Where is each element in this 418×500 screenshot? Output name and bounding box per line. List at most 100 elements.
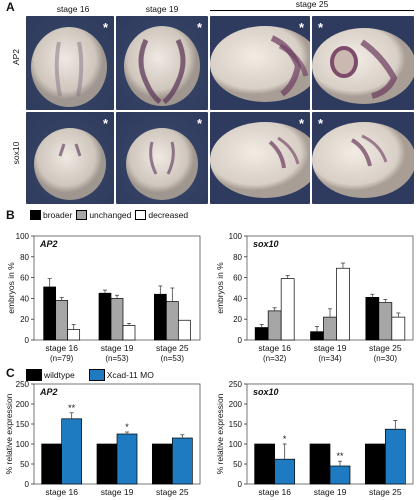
photo-ap2-stage19: * xyxy=(116,16,208,110)
y-tick-label-40: 40 xyxy=(233,294,242,303)
panel-c-letter: C xyxy=(6,366,15,380)
y-tick-label-150: 150 xyxy=(16,420,30,429)
bar-xcad-11-mo-3 xyxy=(384,428,406,485)
legend-label-broader: broader xyxy=(43,210,73,220)
y-axis-label: embryos in % xyxy=(6,262,16,314)
y-tick-label-60: 60 xyxy=(20,274,29,283)
bar-broader-1 xyxy=(254,327,269,341)
photo-sox10-stage19: * xyxy=(116,112,208,204)
y-tick-label-100: 100 xyxy=(229,440,243,449)
y-tick-label-20: 20 xyxy=(233,315,242,324)
embryo-sox10-stage19 xyxy=(126,128,198,200)
bar-unchanged-1 xyxy=(267,310,282,341)
stage-label-25: stage 25 xyxy=(295,0,329,9)
row-label-ap2: AP2 xyxy=(11,48,21,66)
bar-broader-2 xyxy=(98,292,112,341)
y-tick-label-80: 80 xyxy=(233,253,242,262)
photo-sox10-stage16: * xyxy=(26,112,114,204)
x-tick-label-3: stage 25 xyxy=(369,487,402,497)
x-tick-label-3: stage 25 xyxy=(156,343,189,353)
legend-label-unchanged: unchanged xyxy=(89,210,132,220)
bar-xcad-11-mo-3 xyxy=(171,437,193,485)
x-tick-label-2: stage 19 xyxy=(101,487,134,497)
panel-c-legend: wildtype Xcad-11 MO xyxy=(26,369,154,381)
y-tick-label-100: 100 xyxy=(16,440,30,449)
legend-label-wildtype: wildtype xyxy=(44,370,75,380)
photo-sox10-stage25-b: * xyxy=(312,112,414,204)
legend-swatch-mo xyxy=(88,369,105,381)
photo-sox10-stage25-a: * xyxy=(210,112,310,204)
bar-wildtype-2 xyxy=(96,443,118,485)
bar-unchanged-2 xyxy=(110,298,124,341)
bar-decreased-2 xyxy=(122,325,136,341)
embryo-sox10-stage25-a xyxy=(210,122,310,198)
sample-size-label-3: (n=53) xyxy=(161,354,185,363)
y-tick-label-0: 0 xyxy=(25,336,30,345)
y-tick-label-200: 200 xyxy=(16,400,30,409)
x-tick-label-1: stage 16 xyxy=(45,343,78,353)
chart-title: AP2 xyxy=(39,239,58,249)
y-tick-label-0: 0 xyxy=(238,480,243,489)
asterisk-ap2-25a: * xyxy=(298,20,304,35)
y-axis-label: % relative expression xyxy=(4,393,14,474)
bar-decreased-3 xyxy=(391,316,406,341)
legend-label-mo: Xcad-11 MO xyxy=(106,370,154,380)
sample-size-label-3: (n=30) xyxy=(374,354,398,363)
legend-swatch-broader xyxy=(30,210,41,220)
panel-a-letter: A xyxy=(6,0,15,14)
bar-xcad-11-mo-2 xyxy=(329,465,351,485)
legend-label-decreased: decreased xyxy=(148,210,189,220)
bar-broader-3 xyxy=(365,297,380,341)
y-tick-label-60: 60 xyxy=(233,274,242,283)
x-tick-label-2: stage 19 xyxy=(101,343,134,353)
bar-unchanged-1 xyxy=(55,300,69,341)
photo-ap2-stage16: * xyxy=(26,16,114,110)
y-tick-label-80: 80 xyxy=(20,253,29,262)
panel-b-legend: broader unchanged decreased xyxy=(30,210,188,220)
x-tick-label-1: stage 16 xyxy=(258,487,291,497)
significance-mark-2: ** xyxy=(336,451,344,461)
y-tick-label-100: 100 xyxy=(229,232,243,241)
bar-broader-1 xyxy=(43,286,57,341)
significance-mark-1: * xyxy=(283,434,287,444)
embryo-ap2-stage19 xyxy=(124,26,200,106)
legend-swatch-wildtype xyxy=(26,369,42,381)
chart-c-sox10: 0 50 100 150 200 250 % relative expression sox1… xyxy=(215,380,414,497)
y-tick-label-20: 20 xyxy=(20,315,29,324)
x-tick-label-2: stage 19 xyxy=(314,487,347,497)
x-tick-label-1: stage 16 xyxy=(258,343,291,353)
stage-25-bracket xyxy=(210,10,414,11)
sample-size-label-2: (n=34) xyxy=(318,354,342,363)
sample-size-label-1: (n=79) xyxy=(50,354,74,363)
bar-unchanged-3 xyxy=(378,302,393,341)
bar-decreased-1 xyxy=(67,329,81,341)
chart-title: AP2 xyxy=(39,387,58,397)
stage-label-19: stage 19 xyxy=(145,4,179,14)
chart-title: sox10 xyxy=(253,239,279,249)
bar-broader-3 xyxy=(153,293,167,341)
x-tick-label-3: stage 25 xyxy=(156,487,189,497)
embryo-sox10-stage25-b xyxy=(312,122,414,198)
sample-size-label-2: (n=53) xyxy=(105,354,129,363)
y-axis-label: % relative expression xyxy=(215,393,225,474)
y-tick-label-250: 250 xyxy=(16,380,30,389)
bar-decreased-3 xyxy=(177,319,191,341)
y-tick-label-0: 0 xyxy=(238,336,243,345)
asterisk-sox10-19: * xyxy=(196,116,202,131)
y-tick-label-100: 100 xyxy=(16,232,30,241)
bar-xcad-11-mo-1 xyxy=(61,418,83,485)
x-tick-label-3: stage 25 xyxy=(369,343,402,353)
y-tick-label-50: 50 xyxy=(233,460,242,469)
bar-wildtype-1 xyxy=(254,443,276,485)
asterisk-ap2-19: * xyxy=(196,20,202,35)
bar-decreased-1 xyxy=(280,278,295,341)
y-tick-label-200: 200 xyxy=(229,400,243,409)
sample-size-label-1: (n=32) xyxy=(263,354,287,363)
bar-xcad-11-mo-1 xyxy=(274,458,296,485)
y-tick-label-50: 50 xyxy=(20,460,29,469)
y-axis-label: embryos in % xyxy=(215,262,225,314)
significance-mark-1: ** xyxy=(68,403,76,413)
y-tick-label-40: 40 xyxy=(20,294,29,303)
asterisk-sox10-16: * xyxy=(102,116,108,131)
